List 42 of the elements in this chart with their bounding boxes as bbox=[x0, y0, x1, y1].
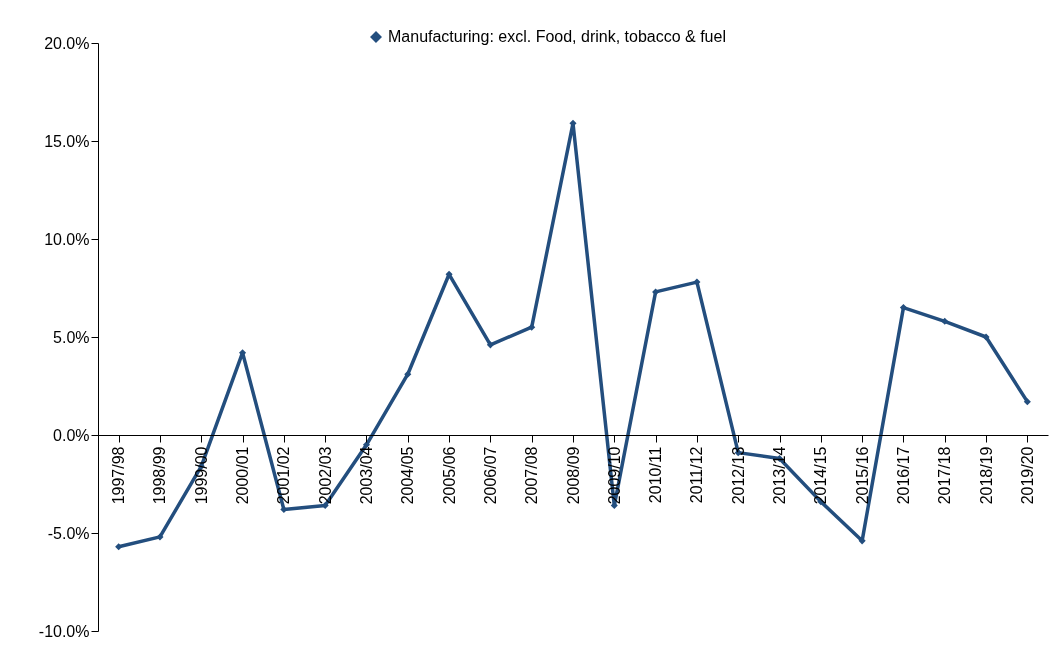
y-tick-label: -10.0% bbox=[38, 622, 90, 640]
y-tick-label: 10.0% bbox=[44, 230, 90, 248]
x-tick-label: 2009/10 bbox=[605, 446, 623, 505]
x-tick-label: 2006/07 bbox=[481, 446, 499, 505]
x-tick-label: 2018/19 bbox=[977, 446, 995, 505]
y-tick-label: 5.0% bbox=[53, 328, 90, 346]
legend-label: Manufacturing: excl. Food, drink, tobacco & fuel bbox=[388, 28, 726, 45]
x-tick-label: 2000/01 bbox=[234, 446, 252, 505]
x-tick-label: 2016/17 bbox=[894, 446, 912, 505]
point bbox=[693, 278, 701, 286]
x-tick-label: 2012/13 bbox=[729, 446, 747, 505]
point bbox=[982, 333, 990, 341]
x-tick-label: 2002/03 bbox=[316, 446, 334, 505]
x-tick-label: 2015/16 bbox=[853, 446, 871, 505]
x-tick-label: 2008/09 bbox=[564, 446, 582, 505]
y-tick-label: 0.0% bbox=[53, 426, 90, 444]
point bbox=[156, 533, 164, 541]
x-tick-label: 2001/02 bbox=[275, 446, 293, 505]
x-tick-label: 2019/20 bbox=[1018, 446, 1036, 505]
y-tick-label: -5.0% bbox=[47, 524, 90, 542]
point bbox=[899, 304, 907, 312]
x-tick-label: 2004/05 bbox=[399, 446, 417, 505]
point bbox=[1023, 398, 1031, 406]
point bbox=[486, 341, 494, 349]
point bbox=[404, 370, 412, 378]
x-tick-label: 2017/18 bbox=[936, 446, 954, 505]
y-tick-label: 15.0% bbox=[44, 132, 90, 150]
point bbox=[115, 543, 123, 551]
x-tick-label: 2011/12 bbox=[688, 446, 706, 504]
x-tick-label: 2010/11 bbox=[647, 446, 665, 504]
x-tick-label: 2005/06 bbox=[440, 446, 458, 505]
point bbox=[652, 288, 660, 296]
x-tick-label: 1997/98 bbox=[110, 446, 128, 505]
point bbox=[941, 317, 949, 325]
x-tick-label: 2003/04 bbox=[357, 446, 375, 505]
x-tick-label: 1999/00 bbox=[192, 446, 210, 505]
x-tick-label: 2014/15 bbox=[812, 446, 830, 505]
x-tick-label: 1998/99 bbox=[151, 446, 169, 505]
x-tick-label: 2013/14 bbox=[771, 446, 789, 505]
point bbox=[528, 323, 536, 331]
y-tick-label: 20.0% bbox=[44, 34, 90, 52]
x-tick-label: 2007/08 bbox=[523, 446, 541, 505]
